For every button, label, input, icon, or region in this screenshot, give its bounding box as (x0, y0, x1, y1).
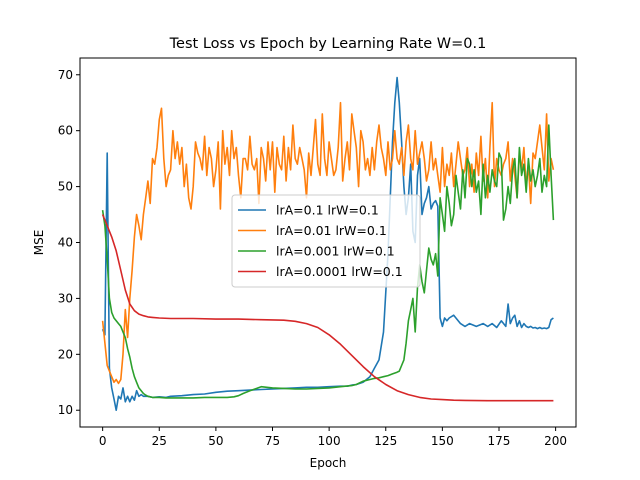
legend-label: lrA=0.001 lrW=0.1 (276, 244, 395, 259)
chart-title: Test Loss vs Epoch by Learning Rate W=0.… (169, 36, 487, 52)
legend-label: lrA=0.0001 lrW=0.1 (276, 264, 403, 279)
x-axis-label: Epoch (310, 456, 347, 470)
x-tick-label: 125 (374, 434, 397, 448)
y-tick-label: 40 (58, 236, 73, 250)
series-line-2 (101, 101, 555, 385)
x-tick-label: 100 (318, 434, 341, 448)
x-tick-label: 150 (431, 434, 454, 448)
x-axis: 0 25 50 75 100 125 150 175 200 (99, 427, 567, 448)
x-tick-label: 200 (544, 434, 567, 448)
y-tick-label: 20 (58, 347, 73, 361)
x-tick-label: 50 (208, 434, 223, 448)
series-line-4 (101, 214, 554, 402)
y-tick-label: 70 (58, 68, 73, 82)
x-tick-label: 0 (99, 434, 107, 448)
x-tick-label: 75 (265, 434, 280, 448)
x-tick-label: 25 (152, 434, 167, 448)
y-tick-label: 50 (58, 180, 73, 194)
x-tick-label: 175 (488, 434, 511, 448)
series-layer (101, 76, 555, 412)
y-axis-label: MSE (32, 230, 46, 256)
series-line-3 (101, 124, 555, 399)
legend-label: lrA=0.01 lrW=0.1 (276, 223, 387, 238)
legend-box (231, 194, 421, 288)
y-tick-label: 30 (58, 291, 73, 305)
legend-label: lrA=0.1 lrW=0.1 (276, 203, 379, 218)
y-tick-label: 10 (58, 403, 73, 417)
y-tick-label: 60 (58, 124, 73, 138)
legend: lrA=0.1 lrW=0.1 lrA=0.01 lrW=0.1 lrA=0.001… (231, 194, 421, 288)
y-axis: 10 20 30 40 50 60 70 (58, 68, 80, 417)
